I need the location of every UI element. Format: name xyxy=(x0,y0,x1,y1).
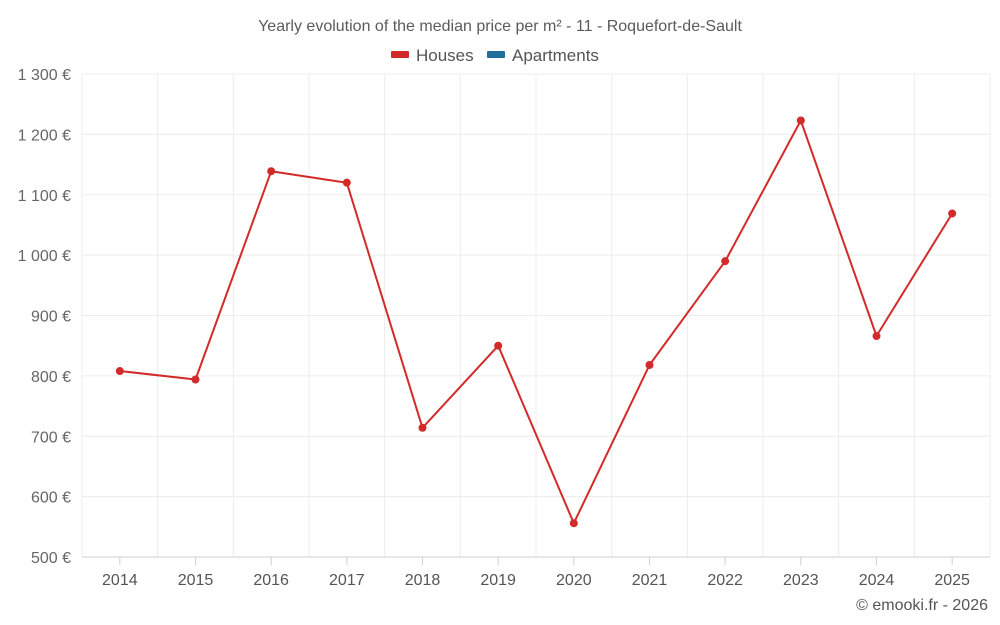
legend-item-apartments[interactable]: Apartments xyxy=(487,46,599,65)
y-tick-label: 600 € xyxy=(31,490,71,507)
x-tick-label: 2022 xyxy=(707,572,743,589)
x-tick-label: 2020 xyxy=(556,572,592,589)
data-point-houses[interactable] xyxy=(267,167,276,176)
chart-title: Yearly evolution of the median price per… xyxy=(258,18,742,35)
data-point-houses[interactable] xyxy=(645,361,654,370)
y-tick-label: 1 100 € xyxy=(18,188,71,205)
grid xyxy=(81,73,991,558)
axes: 500 € 600 € 700 € 800 € 900 € 1 000 € 1 100 € 1… xyxy=(18,67,990,589)
y-tick-label: 1 300 € xyxy=(18,67,71,84)
data-point-houses[interactable] xyxy=(191,375,200,384)
legend-swatch-houses xyxy=(391,51,409,58)
series xyxy=(115,116,957,528)
y-tick-label: 800 € xyxy=(31,369,71,386)
y-tick-label: 1 200 € xyxy=(18,127,71,144)
data-point-houses[interactable] xyxy=(796,116,805,125)
legend-label-houses: Houses xyxy=(416,46,474,65)
x-tick-label: 2014 xyxy=(102,572,138,589)
data-point-houses[interactable] xyxy=(418,423,427,432)
credit: © emooki.fr - 2026 xyxy=(856,597,988,614)
legend-label-apartments: Apartments xyxy=(512,46,599,65)
legend-item-houses[interactable]: Houses xyxy=(391,46,474,65)
data-point-houses[interactable] xyxy=(948,209,957,218)
x-tick-label: 2017 xyxy=(329,572,365,589)
x-tick-label: 2016 xyxy=(253,572,289,589)
x-tick-label: 2019 xyxy=(480,572,516,589)
y-tick-label: 1 000 € xyxy=(18,248,71,265)
data-point-houses[interactable] xyxy=(569,519,578,528)
legend-swatch-apartments xyxy=(487,51,505,58)
legend: Houses Apartments xyxy=(391,46,599,65)
x-tick-label: 2018 xyxy=(405,572,441,589)
data-point-houses[interactable] xyxy=(342,178,351,187)
y-tick-label: 700 € xyxy=(31,429,71,446)
data-point-houses[interactable] xyxy=(721,257,730,266)
data-point-houses[interactable] xyxy=(494,341,503,350)
y-tick-label: 900 € xyxy=(31,309,71,326)
x-tick-label: 2025 xyxy=(934,572,970,589)
x-tick-label: 2024 xyxy=(859,572,895,589)
y-tick-label: 500 € xyxy=(31,550,71,567)
x-tick-label: 2021 xyxy=(632,572,668,589)
data-point-houses[interactable] xyxy=(115,367,124,376)
x-tick-label: 2015 xyxy=(178,572,214,589)
series-line-houses xyxy=(119,119,954,525)
data-point-houses[interactable] xyxy=(872,332,881,341)
x-tick-label: 2023 xyxy=(783,572,819,589)
